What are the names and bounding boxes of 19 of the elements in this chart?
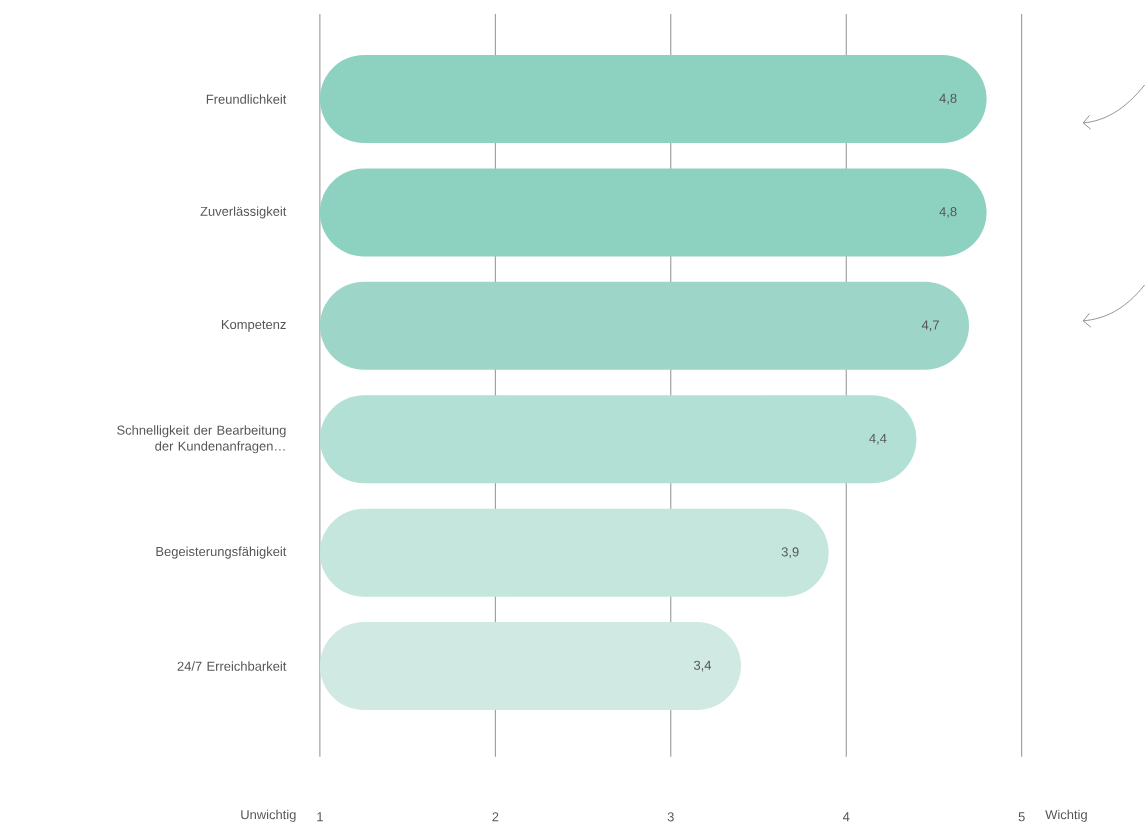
x-tick-label: 3 [667,812,674,822]
data-label: 3,4 [693,660,712,672]
x-tick-label: 1 [317,812,323,822]
data-label: 4,4 [869,434,887,445]
x-tick-label: 2 [492,812,499,822]
y-tick-label: Begeisterungsfähigkeit [156,546,287,559]
text: Wichtig [1045,809,1087,822]
y-tick-label: Zuverlässigkeit [200,206,287,219]
x-tick-label: 4 [842,812,850,822]
data-label: 4,7 [921,320,939,332]
y-tick-label: Kompetenz [221,320,286,332]
y-tick-label: Freundlichkeit [206,94,287,104]
text: Unwichtig [241,809,296,822]
data-label: 4,8 [939,207,957,218]
y-tick-label: Schnelligkeit der Bearbeitung der Kundenanfragen… [117,425,286,454]
y-tick-label: 24/7 Erreichbarkeit [177,661,287,671]
data-label: 3,9 [781,547,799,559]
data-label: 4,8 [939,93,957,105]
x-tick-label: 5 [1018,812,1025,822]
